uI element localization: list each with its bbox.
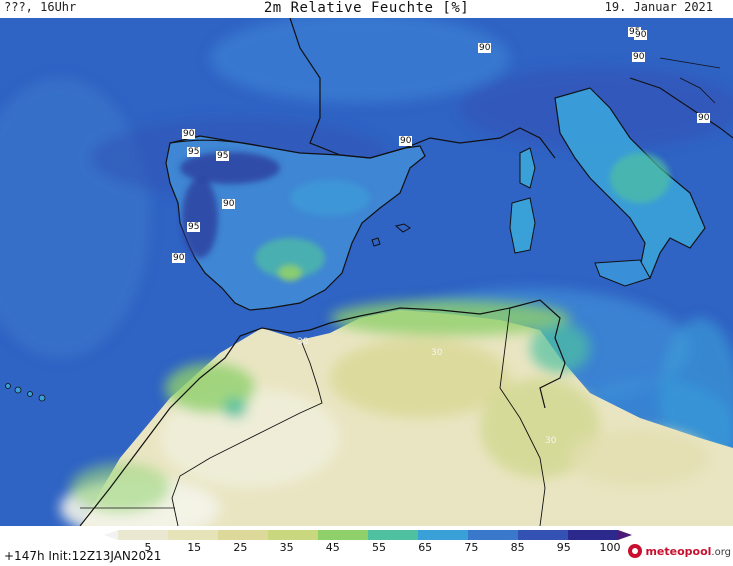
colorbar-segment [418, 530, 469, 540]
contour-label: 30 [431, 348, 443, 358]
legend-footer: 5 15 25 35 45 55 65 75 85 95 100 +147h Init:12Z13J… [0, 526, 733, 566]
north-africa-coastline [79, 299, 566, 526]
colorbar-tick-label: 100 [599, 541, 621, 554]
corsica [519, 147, 536, 189]
colorbar-segment [268, 530, 319, 540]
contour-label: 90 [478, 43, 492, 53]
colorbar-segment [368, 530, 419, 540]
contour-label: 95 [216, 151, 230, 161]
humidity-color-bar [104, 530, 632, 540]
colorbar-tick-label: 35 [279, 541, 294, 554]
adriatic-coast [629, 77, 733, 139]
contour-label: 90 [182, 129, 196, 139]
colorbar-segment [468, 530, 519, 540]
contour-label: 95 [187, 222, 201, 232]
iberia-humidity-field [180, 152, 370, 281]
meteopool-logo[interactable]: meteopool.org [628, 544, 731, 558]
humidity-map: 90 95 90 90 90 90 95 95 90 90 95 90 95 3… [0, 18, 733, 526]
colorbar-tick-label: 5 [144, 541, 152, 554]
contour-label: 30 [545, 436, 557, 446]
balearic-islands [394, 223, 411, 233]
logo-tld-text: .org [711, 546, 731, 558]
colorbar-tick-label: 75 [464, 541, 479, 554]
algeria-tunisia-libya-border [499, 307, 546, 526]
colorbar-arrow-left [104, 530, 118, 540]
colorbar-tick-label: 45 [325, 541, 340, 554]
logo-main-text: meteopool [645, 544, 712, 558]
contour-label: 95 [187, 147, 201, 157]
contour-label: 90 [172, 253, 186, 263]
colorbar-segment [318, 530, 369, 540]
colorbar-segment [568, 530, 619, 540]
canary-islands [5, 383, 46, 402]
contour-label: 90 [632, 52, 646, 62]
meteopool-logo-icon [628, 544, 643, 558]
contour-label: 30 [297, 337, 309, 347]
colorbar-tick-label: 25 [233, 541, 248, 554]
contour-label: 90 [222, 199, 236, 209]
map-canvas [0, 18, 733, 526]
map-title: 2m Relative Feuchte [%] [263, 0, 470, 16]
france-coastline [169, 18, 556, 159]
colorbar-tick-label: 65 [418, 541, 433, 554]
colorbar-tick-label: 85 [510, 541, 525, 554]
colorbar-ticks: 5 15 25 35 45 55 65 75 85 95 100 [0, 541, 733, 555]
morocco-algeria-border [171, 337, 323, 526]
balkan-borders [659, 57, 721, 104]
colorbar-tick-label: 55 [372, 541, 386, 554]
contour-label: 90 [634, 30, 648, 40]
ibiza-outline [371, 237, 381, 247]
colorbar-tick-label: 95 [556, 541, 571, 554]
colorbar-segment [518, 530, 569, 540]
contour-label: 90 [697, 113, 711, 123]
sicily [594, 259, 651, 287]
forecast-time-label: ???, 16Uhr [4, 0, 77, 14]
colorbar-segment [118, 530, 169, 540]
colorbar-segment [218, 530, 269, 540]
model-run-label: +147h Init:12Z13JAN2021 [4, 549, 162, 563]
sardinia [509, 197, 536, 254]
colorbar-tick-label: 15 [187, 541, 202, 554]
forecast-date: 19. Januar 2021 [604, 0, 713, 14]
colorbar-arrow-right [618, 530, 632, 540]
colorbar-segment [168, 530, 219, 540]
contour-label: 90 [399, 136, 413, 146]
header-bar: ???, 16Uhr 2m Relative Feuchte [%] 19. J… [0, 0, 733, 18]
